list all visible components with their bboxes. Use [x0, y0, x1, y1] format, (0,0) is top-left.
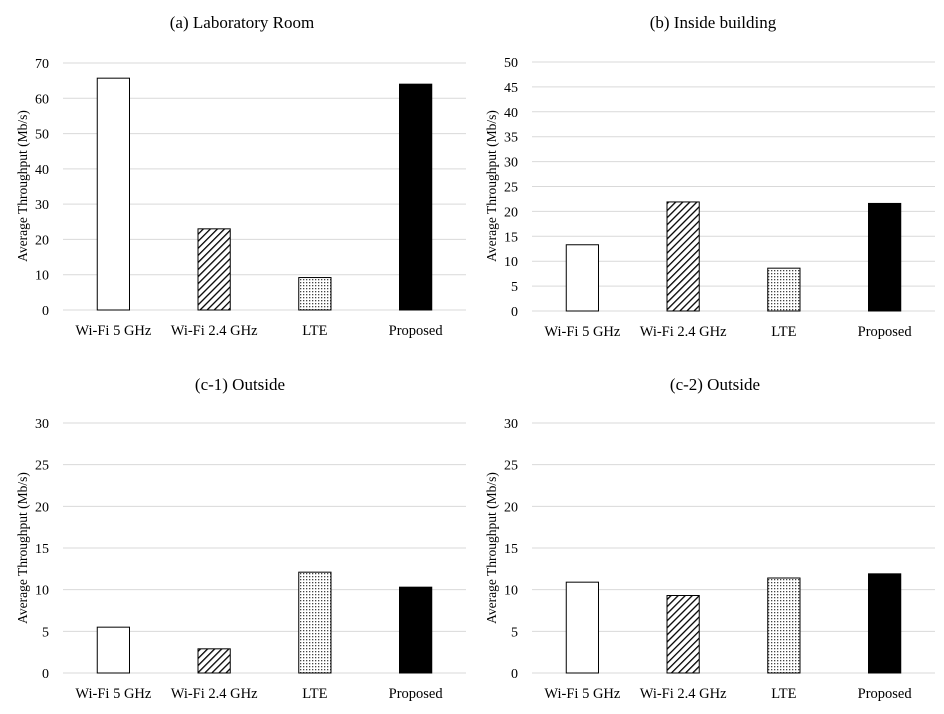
x-tick-label: Proposed — [389, 323, 444, 339]
y-tick-label: 70 — [35, 57, 49, 72]
y-tick-label: 20 — [35, 233, 49, 248]
gridlines — [532, 422, 935, 674]
y-tick-label: 45 — [504, 81, 518, 96]
x-tick-label: Wi-Fi 2.4 GHz — [171, 323, 258, 339]
y-tick-label: 10 — [504, 255, 518, 270]
y-tick-label: 5 — [42, 625, 49, 640]
x-tick-label: Wi-Fi 2.4 GHz — [640, 324, 727, 340]
y-tick-label: 50 — [35, 128, 49, 143]
chart-title: (c-2) Outside — [670, 375, 760, 394]
bars — [565, 201, 902, 312]
y-tick-label: 10 — [35, 584, 49, 599]
bar-wi-fi-5-ghz — [565, 581, 599, 674]
y-tick-label: 0 — [42, 667, 49, 682]
y-tick-label: 30 — [504, 417, 518, 432]
y-tick-label: 0 — [42, 304, 49, 319]
y-tick-label: 0 — [511, 305, 518, 320]
bar-lte — [767, 577, 801, 674]
y-tick-label: 35 — [504, 131, 518, 146]
chart-title: (b) Inside building — [650, 13, 777, 32]
bars — [565, 573, 902, 674]
y-tick-label: 30 — [35, 198, 49, 213]
y-axis-label: Average Throughput (Mb/s) — [15, 110, 30, 262]
bar-proposed — [399, 83, 433, 311]
chart-panel-c2: (c-2) Outside Average Throughput (Mb/s) … — [484, 375, 935, 702]
y-tick-label: 5 — [511, 625, 518, 640]
y-axis-ticks: 0 10 20 30 40 50 60 70 — [35, 57, 49, 319]
y-tick-label: 25 — [504, 181, 518, 196]
x-tick-label: Proposed — [858, 324, 913, 340]
bar-proposed — [868, 573, 902, 674]
x-axis-categories: Wi-Fi 5 GHz Wi-Fi 2.4 GHz LTE Proposed — [75, 323, 443, 339]
y-tick-label: 15 — [504, 542, 518, 557]
x-axis-categories: Wi-Fi 5 GHz Wi-Fi 2.4 GHz LTE Proposed — [75, 686, 443, 702]
bar-wi-fi-2-4-ghz — [197, 648, 231, 674]
y-axis-label: Average Throughput (Mb/s) — [15, 472, 30, 624]
y-tick-label: 40 — [35, 163, 49, 178]
y-tick-label: 30 — [35, 417, 49, 432]
y-axis-label: Average Throughput (Mb/s) — [484, 110, 499, 262]
y-tick-label: 50 — [504, 56, 518, 71]
y-axis-ticks: 0 5 10 15 20 25 30 35 40 45 50 — [504, 56, 518, 320]
bar-proposed — [868, 202, 902, 312]
chart-title: (a) Laboratory Room — [170, 13, 314, 32]
y-axis-label: Average Throughput (Mb/s) — [484, 472, 499, 624]
y-tick-label: 20 — [504, 500, 518, 515]
y-tick-label: 5 — [511, 280, 518, 295]
bar-wi-fi-5-ghz — [96, 77, 130, 311]
y-tick-label: 40 — [504, 106, 518, 121]
x-tick-label: LTE — [771, 686, 796, 702]
x-tick-label: LTE — [771, 324, 796, 340]
bars — [96, 571, 433, 674]
x-tick-label: Wi-Fi 5 GHz — [544, 686, 620, 702]
x-tick-label: LTE — [302, 686, 327, 702]
y-tick-label: 30 — [504, 156, 518, 171]
x-axis-categories: Wi-Fi 5 GHz Wi-Fi 2.4 GHz LTE Proposed — [544, 324, 912, 340]
y-tick-label: 25 — [35, 459, 49, 474]
x-tick-label: Wi-Fi 2.4 GHz — [171, 686, 258, 702]
y-tick-label: 10 — [504, 584, 518, 599]
x-tick-label: Wi-Fi 5 GHz — [75, 323, 151, 339]
gridlines — [63, 62, 466, 311]
x-tick-label: Wi-Fi 5 GHz — [75, 686, 151, 702]
x-axis-categories: Wi-Fi 5 GHz Wi-Fi 2.4 GHz LTE Proposed — [544, 686, 912, 702]
bar-wi-fi-5-ghz — [96, 626, 130, 674]
bar-lte — [298, 571, 332, 674]
y-tick-label: 25 — [504, 459, 518, 474]
x-tick-label: Proposed — [858, 686, 913, 702]
bar-wi-fi-5-ghz — [565, 244, 599, 312]
x-tick-label: Wi-Fi 2.4 GHz — [640, 686, 727, 702]
y-axis-ticks: 0 5 10 15 20 25 30 — [35, 417, 49, 682]
y-tick-label: 10 — [35, 269, 49, 284]
y-tick-label: 15 — [504, 230, 518, 245]
chart-panel-c1: (c-1) Outside Average Throughput (Mb/s) … — [15, 375, 466, 702]
bars — [96, 77, 433, 311]
y-tick-label: 20 — [35, 500, 49, 515]
chart-title: (c-1) Outside — [195, 375, 285, 394]
x-tick-label: Proposed — [389, 686, 444, 702]
x-tick-label: LTE — [302, 323, 327, 339]
bar-lte — [767, 267, 801, 312]
chart-panel-a: (a) Laboratory Room Average Throughput (… — [15, 13, 466, 339]
bar-lte — [298, 277, 332, 311]
gridlines — [63, 422, 466, 674]
y-tick-label: 60 — [35, 92, 49, 107]
bar-wi-fi-2-4-ghz — [666, 595, 700, 674]
x-tick-label: Wi-Fi 5 GHz — [544, 324, 620, 340]
y-tick-label: 15 — [35, 542, 49, 557]
bar-wi-fi-2-4-ghz — [666, 201, 700, 312]
chart-panel-b: (b) Inside building Average Throughput (… — [484, 13, 935, 340]
bar-proposed — [399, 586, 433, 674]
y-axis-ticks: 0 5 10 15 20 25 30 — [504, 417, 518, 682]
y-tick-label: 0 — [511, 667, 518, 682]
bar-wi-fi-2-4-ghz — [197, 228, 231, 311]
y-tick-label: 20 — [504, 205, 518, 220]
gridlines — [532, 61, 935, 312]
